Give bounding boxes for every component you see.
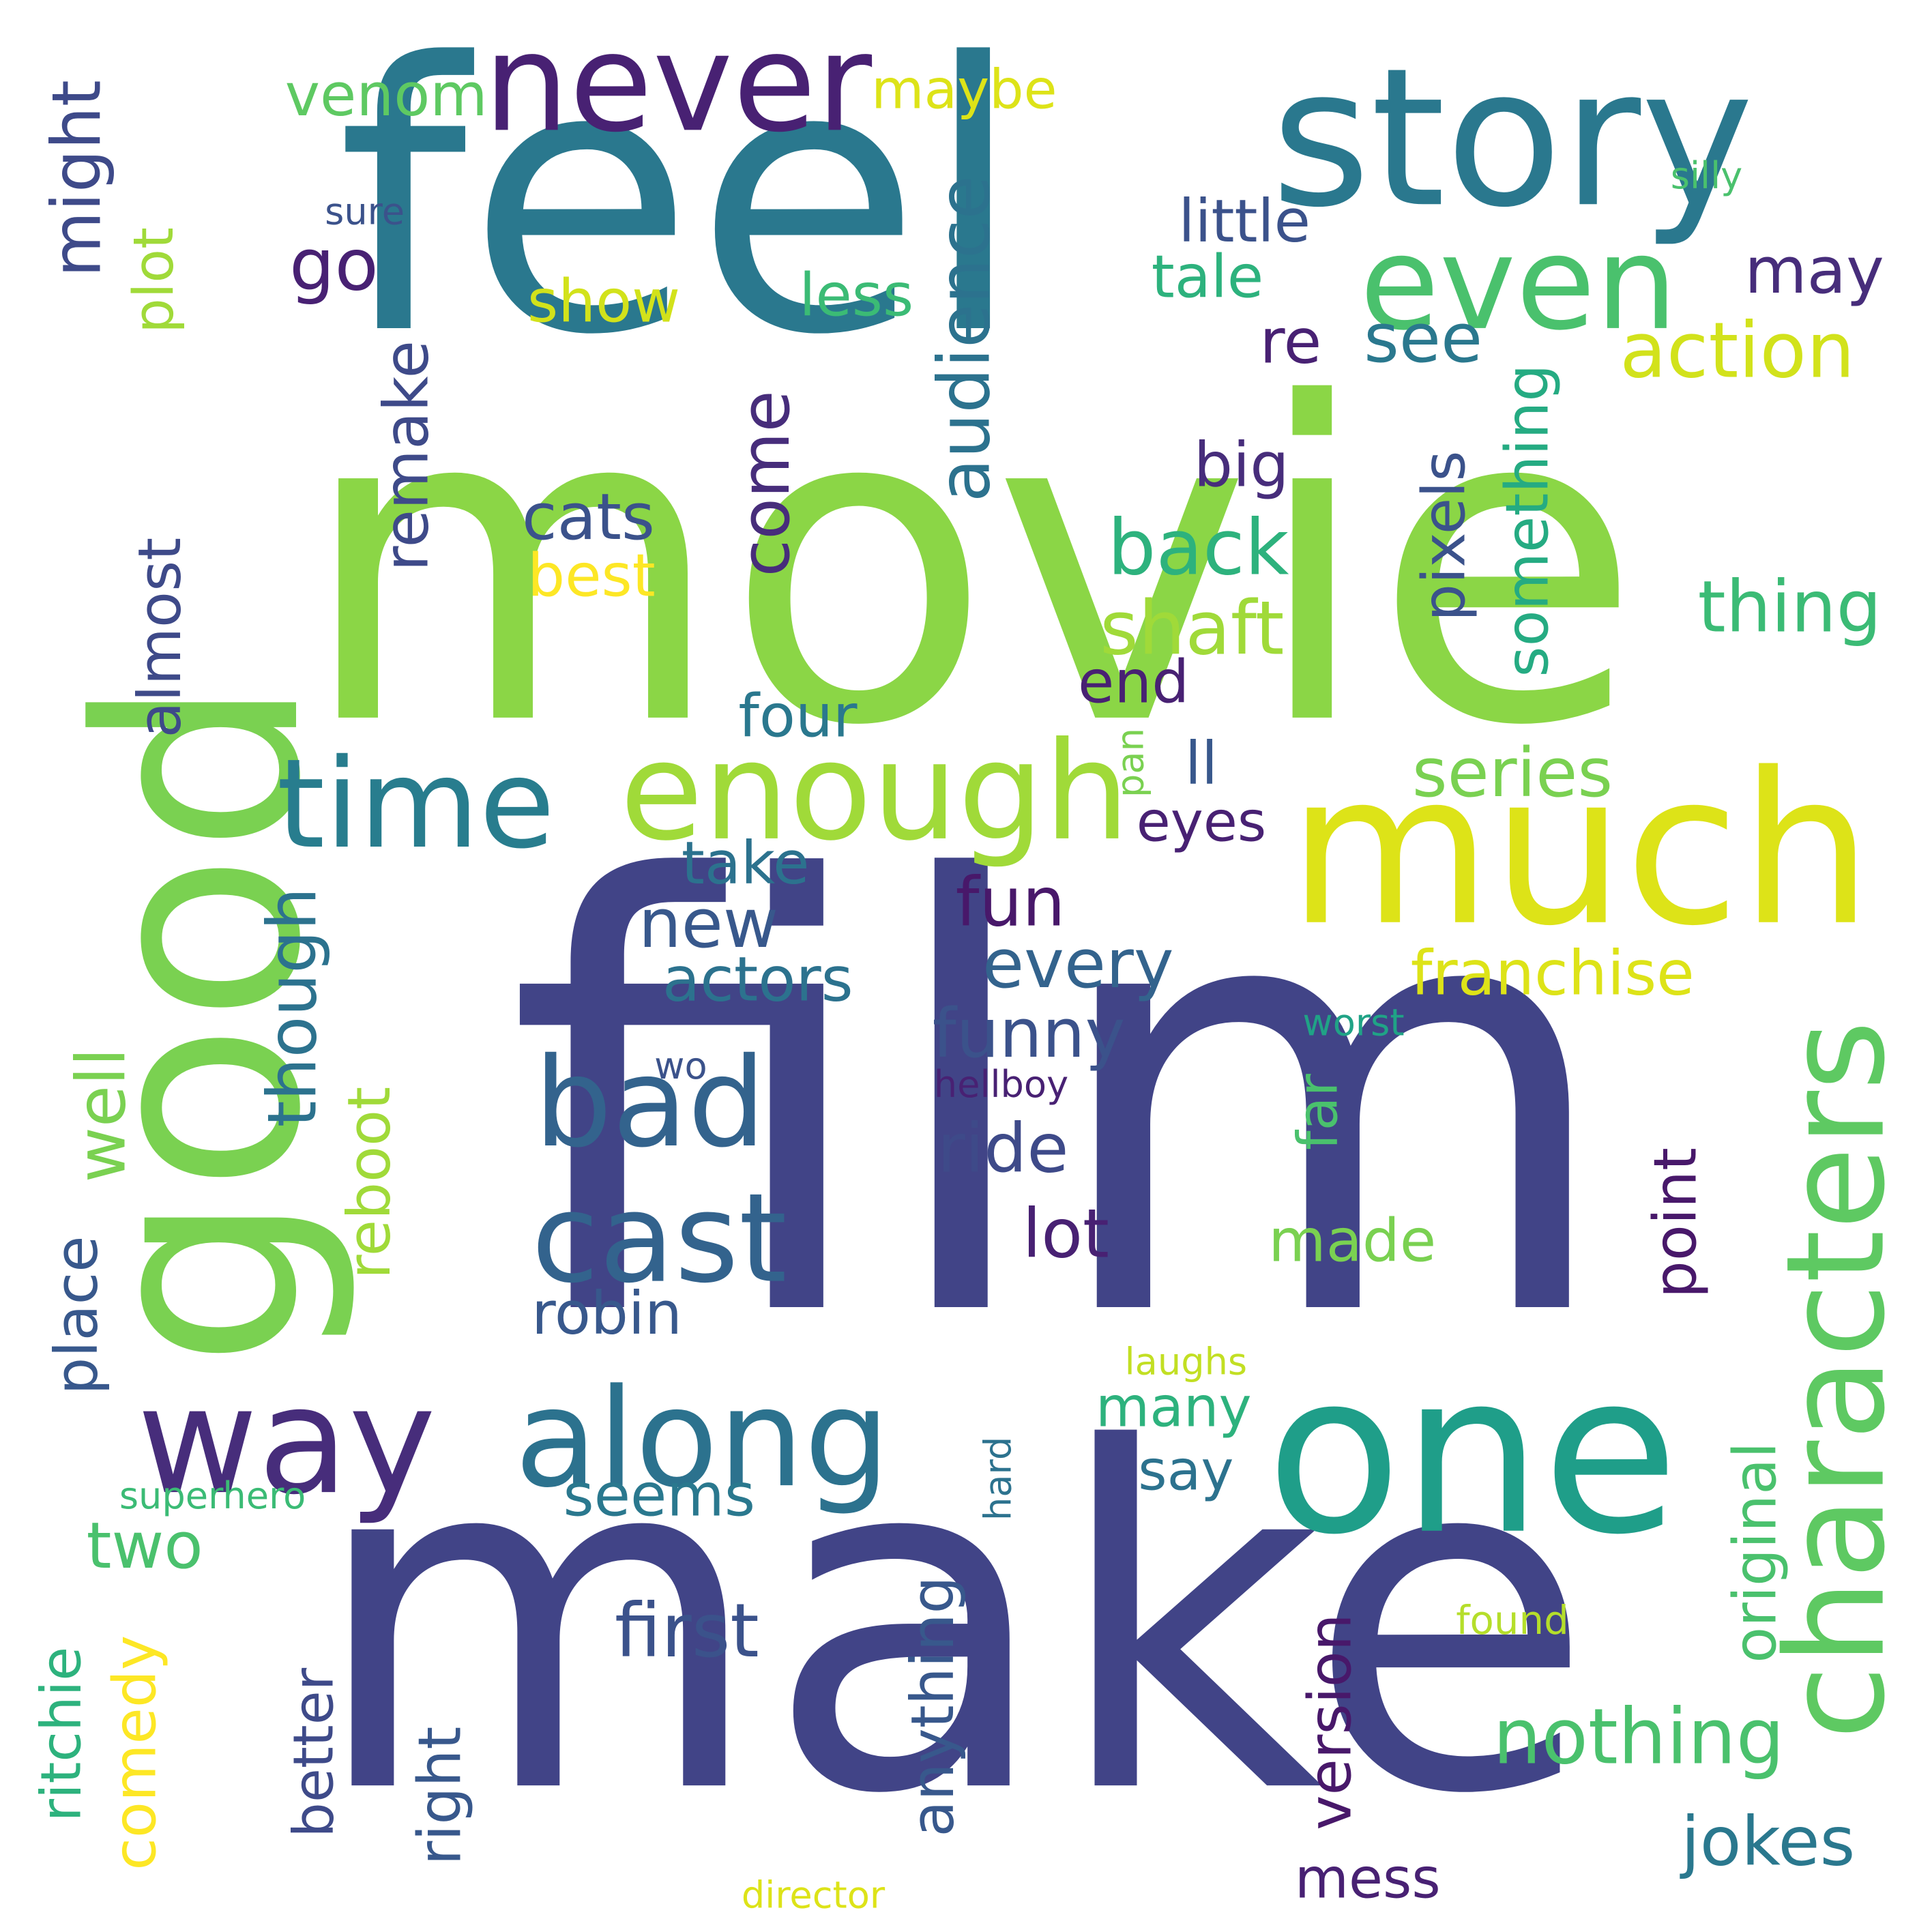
word-far: far — [1287, 1074, 1351, 1150]
word-remake: remake — [371, 340, 443, 572]
word-hellboy: hellboy — [934, 1063, 1068, 1106]
word-good: good — [39, 677, 362, 1368]
word-audience: audience — [922, 175, 1006, 502]
word-go: go — [289, 223, 379, 306]
word-back: back — [1107, 504, 1289, 593]
word-enough: enough — [620, 713, 1130, 870]
word-two: two — [87, 1509, 203, 1583]
word-re: re — [1260, 306, 1322, 378]
word-point: point — [1641, 1147, 1710, 1298]
word-director: director — [742, 1873, 886, 1916]
word-cast: cast — [531, 1167, 787, 1311]
word-four: four — [738, 682, 857, 750]
word-actors: actors — [662, 943, 853, 1015]
word-take: take — [682, 830, 810, 898]
word-see: see — [1364, 299, 1482, 378]
word-though: though — [253, 888, 332, 1128]
word-lot: lot — [1023, 1195, 1109, 1273]
word-way: way — [137, 1356, 436, 1527]
word-may: may — [1744, 234, 1884, 308]
word-first: first — [615, 1587, 759, 1674]
word-every: every — [982, 925, 1174, 1004]
word-jokes: jokes — [1680, 1803, 1855, 1882]
word-fun: fun — [956, 863, 1066, 941]
word-less: less — [799, 261, 913, 330]
word-say: say — [1138, 1439, 1233, 1504]
word-ll: ll — [1185, 730, 1218, 798]
word-one: one — [1266, 1325, 1679, 1583]
word-movie: movie — [299, 312, 1642, 821]
word-original: original — [1722, 1442, 1790, 1663]
word-show: show — [527, 268, 680, 336]
word-sure: sure — [325, 190, 405, 233]
word-little: little — [1178, 188, 1311, 256]
word-mess: mess — [1295, 1847, 1441, 1911]
word-best: best — [527, 542, 656, 610]
word-along: along — [514, 1360, 890, 1517]
word-action: action — [1620, 307, 1855, 396]
word-feel: feel — [337, 0, 1025, 415]
word-anything: anything — [899, 1576, 967, 1836]
word-cats: cats — [522, 480, 655, 555]
word-ride: ride — [937, 1110, 1069, 1188]
word-thing: thing — [1698, 566, 1882, 649]
word-film: film — [506, 759, 1619, 1447]
word-right: right — [407, 1727, 475, 1866]
word-shaft: shaft — [1100, 585, 1284, 672]
word-might: might — [38, 80, 116, 277]
word-series: series — [1412, 734, 1613, 813]
word-many: many — [1096, 1375, 1252, 1439]
word-seems: seems — [564, 1462, 755, 1530]
word-better: better — [282, 1667, 347, 1837]
word-much: much — [1288, 729, 1873, 972]
word-venom: venom — [285, 61, 488, 130]
word-make: make — [309, 1351, 1594, 1896]
word-reboot: reboot — [336, 1087, 404, 1279]
word-made: made — [1268, 1208, 1436, 1276]
word-new: new — [639, 885, 778, 963]
word-robin: robin — [531, 1280, 682, 1348]
word-tale: tale — [1152, 243, 1264, 311]
word-something: something — [1494, 364, 1562, 677]
word-bad: bad — [534, 1031, 766, 1175]
word-funny: funny — [933, 995, 1126, 1073]
word-ritchie: ritchie — [29, 1647, 93, 1822]
word-comedy: comedy — [102, 1635, 170, 1871]
word-pan: pan — [1109, 728, 1152, 797]
word-hard: hard — [976, 1437, 1019, 1521]
word-wo: wo — [654, 1044, 707, 1087]
word-superhero: superhero — [119, 1474, 306, 1517]
word-franchise: franchise — [1411, 937, 1695, 1009]
word-big: big — [1194, 429, 1289, 501]
word-nothing: nothing — [1493, 1693, 1784, 1782]
word-maybe: maybe — [871, 57, 1057, 121]
word-even: even — [1360, 208, 1678, 359]
word-well: well — [63, 1048, 141, 1183]
word-silly: silly — [1671, 154, 1742, 197]
word-eyes: eyes — [1137, 791, 1266, 855]
word-laughs: laughs — [1125, 1340, 1248, 1383]
word-almost: almost — [126, 538, 194, 738]
word-end: end — [1078, 649, 1189, 717]
word-story: story — [1271, 27, 1754, 250]
word-found: found — [1456, 1597, 1569, 1643]
word-characters: characters — [1757, 1020, 1915, 1740]
word-plot: plot — [122, 227, 186, 334]
word-pixels: pixels — [1411, 450, 1479, 621]
word-come: come — [727, 390, 805, 576]
word-place: place — [43, 1235, 111, 1394]
word-version: version — [1297, 1613, 1365, 1830]
word-time: time — [277, 732, 555, 876]
word-worst: worst — [1302, 1001, 1404, 1044]
word-never: never — [484, 4, 873, 162]
